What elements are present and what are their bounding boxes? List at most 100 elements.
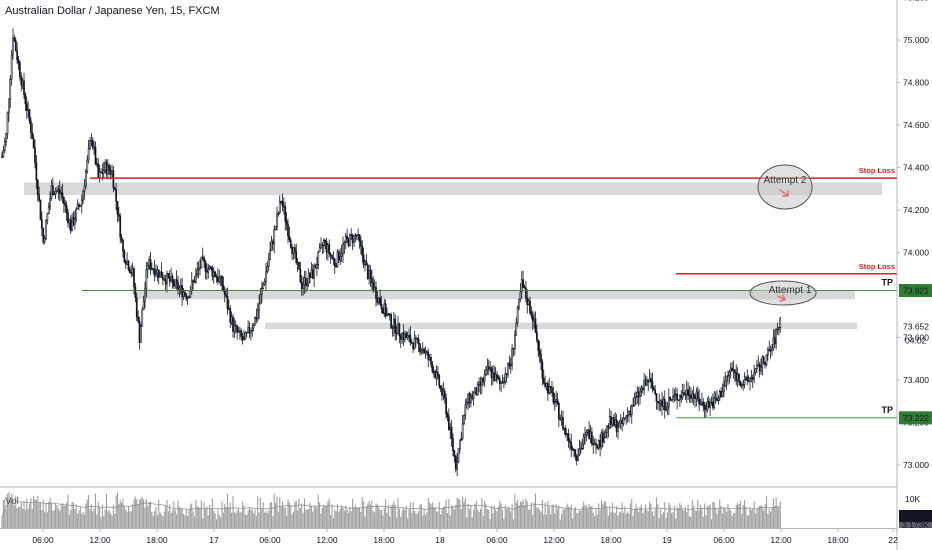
candle-body	[118, 213, 120, 217]
volume-bar	[680, 505, 682, 528]
candle-body	[446, 413, 449, 418]
volume-bar	[222, 512, 224, 528]
candle-body	[636, 391, 639, 397]
candle-body	[332, 257, 335, 260]
volume-bar	[342, 507, 344, 528]
attempt-2-circle	[757, 164, 813, 210]
candle-body	[399, 335, 402, 340]
volume-bar	[119, 500, 121, 528]
volume-bar	[125, 509, 127, 528]
volume-bar	[309, 502, 311, 528]
volume-bar	[603, 501, 605, 528]
candle-body	[3, 141, 6, 151]
volume-bar	[420, 504, 422, 528]
volume-bar	[402, 507, 405, 528]
volume-bar	[338, 511, 340, 528]
candle-body	[41, 219, 43, 229]
candle-body	[199, 267, 201, 269]
candle-body	[112, 170, 115, 188]
candle-body	[151, 268, 153, 270]
volume-bar	[193, 516, 196, 528]
volume-bar	[598, 503, 600, 528]
candle-body	[652, 387, 655, 391]
candle-body	[263, 281, 266, 285]
candle-body	[676, 393, 678, 401]
candle-body	[467, 393, 469, 403]
candle-body	[102, 169, 105, 174]
candle-body	[578, 448, 581, 456]
candle-body	[709, 401, 711, 408]
candle-body	[27, 108, 29, 111]
candle-body	[244, 332, 247, 340]
candle-body	[347, 238, 350, 246]
candle-body	[221, 275, 223, 286]
volume-bar	[35, 500, 37, 528]
volume-bar	[204, 509, 207, 528]
candle-body	[564, 428, 567, 435]
volume-bar	[665, 517, 667, 528]
volume-bar	[228, 507, 230, 528]
candle-body	[141, 309, 144, 327]
volume-bar	[286, 516, 288, 528]
candle-body	[123, 250, 126, 263]
candle-body	[430, 357, 432, 365]
candle-body	[153, 269, 156, 276]
volume-bar	[122, 498, 124, 528]
candle-body	[182, 291, 185, 297]
volume-scale-label: 10K	[905, 494, 920, 504]
volume-bar	[595, 508, 597, 528]
candle-body	[531, 315, 534, 322]
volume-bar	[358, 507, 361, 528]
volume-bar	[253, 513, 255, 528]
volume-bar	[522, 499, 524, 528]
candle-body	[162, 277, 164, 280]
volume-bar	[64, 505, 66, 528]
candle-body	[501, 381, 504, 383]
volume-bar	[734, 512, 736, 528]
candle-body	[481, 378, 483, 386]
candle-body	[111, 170, 113, 175]
candle-body	[625, 415, 628, 419]
volume-bar	[569, 507, 571, 528]
volume-bar	[693, 505, 695, 528]
volume-bar	[231, 512, 233, 528]
candle-body	[776, 329, 779, 331]
candle-body	[144, 288, 146, 302]
volume-bar	[638, 512, 640, 528]
volume-bar	[391, 504, 394, 528]
volume-bar	[690, 516, 692, 528]
candle-body	[104, 162, 106, 171]
candle-body	[71, 217, 73, 232]
volume-bar	[86, 499, 88, 528]
countdown-label: 04:02	[905, 335, 927, 345]
price-tick-label: 73.400	[903, 375, 929, 385]
volume-bar	[101, 504, 103, 528]
volume-bar	[272, 516, 274, 528]
candle-body	[25, 103, 28, 111]
candle-body	[536, 331, 538, 341]
candle-body	[450, 426, 453, 439]
volume-bar	[699, 504, 702, 528]
volume-bar	[697, 499, 699, 528]
volume-bar	[356, 507, 358, 528]
volume-bar	[354, 505, 356, 528]
volume-bar	[151, 511, 153, 528]
candle-body	[681, 392, 684, 399]
volume-bar	[60, 505, 62, 528]
volume-bar	[514, 494, 516, 528]
candle-body	[592, 443, 595, 446]
volume-bar	[539, 509, 541, 528]
volume-bar	[481, 498, 483, 528]
candle-body	[372, 282, 375, 291]
candle-body	[167, 273, 170, 278]
candle-body	[507, 362, 509, 376]
candle-body	[218, 277, 221, 282]
volume-bar	[255, 515, 257, 528]
volume-bar	[330, 514, 332, 528]
volume-bar	[310, 505, 312, 528]
volume-bar	[246, 514, 248, 528]
time-tick-label: 18:00	[600, 535, 622, 545]
volume-bar	[213, 510, 215, 528]
volume-bar	[631, 498, 633, 528]
